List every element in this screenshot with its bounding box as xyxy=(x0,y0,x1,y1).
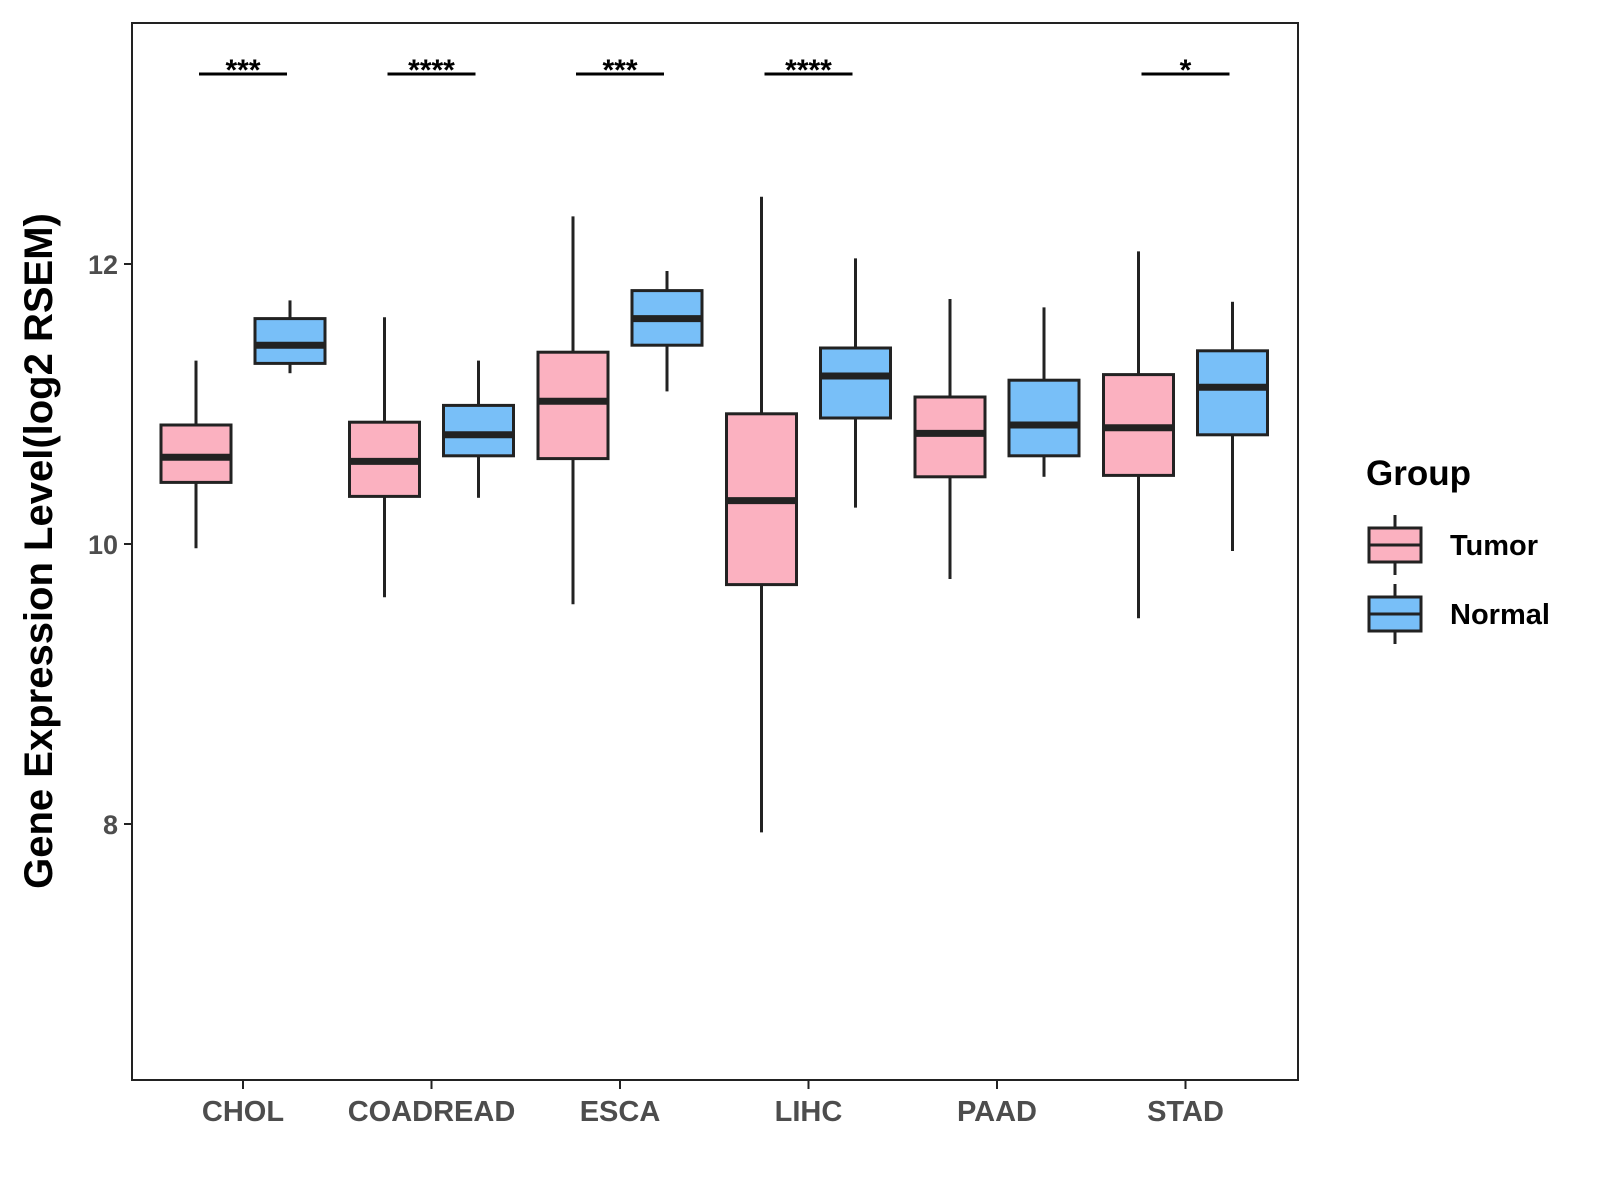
legend-item-tumor: Tumor xyxy=(1367,515,1538,575)
legend-item-normal: Normal xyxy=(1367,584,1550,644)
legend-label: Normal xyxy=(1450,599,1550,631)
x-tick-label: STAD xyxy=(1147,1096,1224,1128)
significance-label: **** xyxy=(408,54,455,87)
box-tumor-chol xyxy=(159,360,233,549)
legend: Group Tumor Normal xyxy=(1366,454,1550,644)
y-tick-label: 12 xyxy=(88,250,118,280)
box-normal-chol xyxy=(253,300,327,374)
box-normal-lihc xyxy=(819,258,892,508)
significance-annotations: *** **** *** **** * xyxy=(199,54,1230,87)
y-axis-title: Gene Expression Level(log2 RSEM) xyxy=(17,213,61,889)
box-iqr xyxy=(536,350,610,461)
significance-lihc: **** xyxy=(764,54,853,87)
x-tick-label: PAAD xyxy=(957,1096,1037,1128)
significance-chol: *** xyxy=(199,54,287,87)
plot-panel xyxy=(131,22,1299,1081)
y-tick-label: 8 xyxy=(103,810,118,840)
y-tick-label: 10 xyxy=(88,530,118,560)
significance-coadread: **** xyxy=(387,54,476,87)
y-axis: 8 10 12 xyxy=(88,250,132,840)
box-iqr xyxy=(253,317,327,365)
box-tumor-stad xyxy=(1102,251,1175,619)
box-normal-stad xyxy=(1196,301,1269,551)
significance-label: *** xyxy=(225,54,260,87)
significance-label: * xyxy=(1180,54,1192,87)
box-tumor-paad xyxy=(913,299,987,579)
x-tick-label: LIHC xyxy=(775,1096,843,1128)
significance-esca: *** xyxy=(576,54,664,87)
box-normal-paad xyxy=(1007,307,1081,477)
significance-label: *** xyxy=(602,54,637,87)
x-tick-label: COADREAD xyxy=(348,1096,516,1128)
legend-label: Tumor xyxy=(1450,530,1538,562)
box-iqr xyxy=(1007,378,1081,458)
x-tick-label: ESCA xyxy=(580,1096,661,1128)
box-normal-esca xyxy=(630,271,704,392)
x-tick-label: CHOL xyxy=(202,1096,284,1128)
significance-label: **** xyxy=(785,54,832,87)
box-tumor-lihc xyxy=(725,196,798,833)
x-axis: CHOL COADREAD ESCA LIHC PAAD STAD xyxy=(202,1080,1224,1128)
box-normal-coadread xyxy=(442,360,515,498)
legend-title: Group xyxy=(1366,454,1471,493)
box-iqr xyxy=(442,403,515,458)
significance-stad: * xyxy=(1141,54,1230,87)
box-iqr xyxy=(1196,349,1269,437)
box-series xyxy=(159,196,1269,833)
box-iqr xyxy=(819,346,892,420)
box-tumor-coadread xyxy=(348,317,421,598)
box-tumor-esca xyxy=(536,216,610,605)
